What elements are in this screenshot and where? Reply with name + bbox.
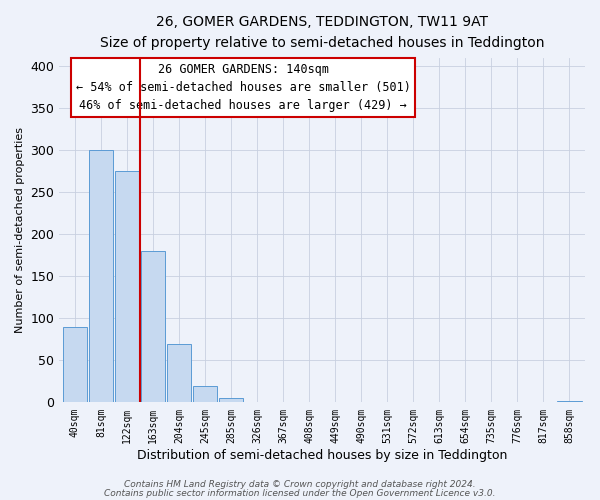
Text: 26 GOMER GARDENS: 140sqm
← 54% of semi-detached houses are smaller (501)
46% of : 26 GOMER GARDENS: 140sqm ← 54% of semi-d… [76, 63, 411, 112]
Bar [62, 327, 87, 402]
Bar [218, 398, 244, 402]
Bar [89, 150, 113, 403]
Y-axis label: Number of semi-detached properties: Number of semi-detached properties [15, 127, 25, 333]
Bar [167, 344, 191, 402]
Title: 26, GOMER GARDENS, TEDDINGTON, TW11 9AT
Size of property relative to semi-detach: 26, GOMER GARDENS, TEDDINGTON, TW11 9AT … [100, 15, 544, 50]
Bar [140, 251, 166, 402]
Text: Contains public sector information licensed under the Open Government Licence v3: Contains public sector information licen… [104, 490, 496, 498]
Bar [193, 386, 217, 402]
Bar [557, 401, 582, 402]
Text: Contains HM Land Registry data © Crown copyright and database right 2024.: Contains HM Land Registry data © Crown c… [124, 480, 476, 489]
X-axis label: Distribution of semi-detached houses by size in Teddington: Distribution of semi-detached houses by … [137, 450, 508, 462]
Bar [115, 171, 139, 402]
